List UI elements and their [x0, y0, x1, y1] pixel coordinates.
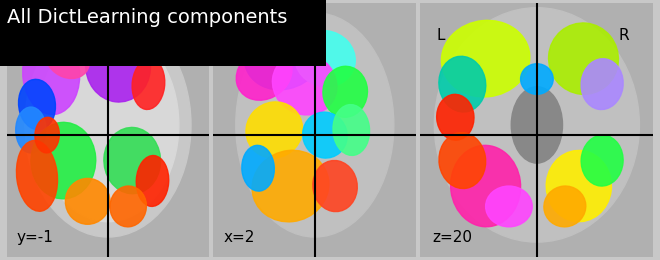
Text: All DictLearning components: All DictLearning components	[7, 8, 287, 27]
Ellipse shape	[236, 48, 292, 100]
Ellipse shape	[31, 122, 96, 199]
Ellipse shape	[246, 102, 302, 158]
Text: R: R	[618, 28, 629, 43]
Ellipse shape	[303, 112, 347, 158]
Ellipse shape	[65, 178, 110, 224]
Text: x=2: x=2	[224, 230, 255, 245]
Ellipse shape	[273, 53, 337, 115]
Ellipse shape	[132, 59, 165, 109]
Ellipse shape	[546, 150, 611, 222]
Ellipse shape	[252, 150, 329, 222]
Ellipse shape	[80, 33, 116, 64]
Ellipse shape	[313, 160, 357, 212]
Ellipse shape	[110, 186, 147, 227]
Ellipse shape	[323, 66, 368, 117]
Ellipse shape	[25, 13, 191, 237]
Ellipse shape	[37, 28, 179, 222]
Ellipse shape	[22, 33, 80, 115]
Ellipse shape	[35, 117, 59, 153]
Text: L: L	[437, 28, 446, 43]
Ellipse shape	[581, 59, 623, 109]
Text: y=-1: y=-1	[16, 230, 53, 245]
Ellipse shape	[548, 23, 618, 94]
Ellipse shape	[18, 79, 55, 130]
Ellipse shape	[434, 8, 640, 242]
Ellipse shape	[451, 145, 521, 227]
Ellipse shape	[46, 39, 89, 79]
Ellipse shape	[544, 186, 586, 227]
Ellipse shape	[16, 107, 46, 153]
Text: z=20: z=20	[432, 230, 472, 245]
Ellipse shape	[16, 140, 57, 211]
Ellipse shape	[136, 155, 169, 206]
Ellipse shape	[442, 20, 530, 97]
Ellipse shape	[244, 17, 325, 90]
Ellipse shape	[242, 145, 275, 191]
Ellipse shape	[236, 13, 394, 237]
Ellipse shape	[521, 64, 553, 94]
Text: L: L	[20, 28, 29, 43]
Ellipse shape	[333, 105, 370, 155]
Ellipse shape	[581, 135, 623, 186]
Ellipse shape	[437, 94, 474, 140]
Ellipse shape	[439, 56, 486, 112]
Text: R: R	[179, 28, 189, 43]
Ellipse shape	[104, 127, 160, 194]
Ellipse shape	[294, 30, 355, 87]
Ellipse shape	[86, 31, 150, 102]
Ellipse shape	[486, 186, 532, 227]
Ellipse shape	[512, 87, 562, 163]
Ellipse shape	[439, 133, 486, 188]
